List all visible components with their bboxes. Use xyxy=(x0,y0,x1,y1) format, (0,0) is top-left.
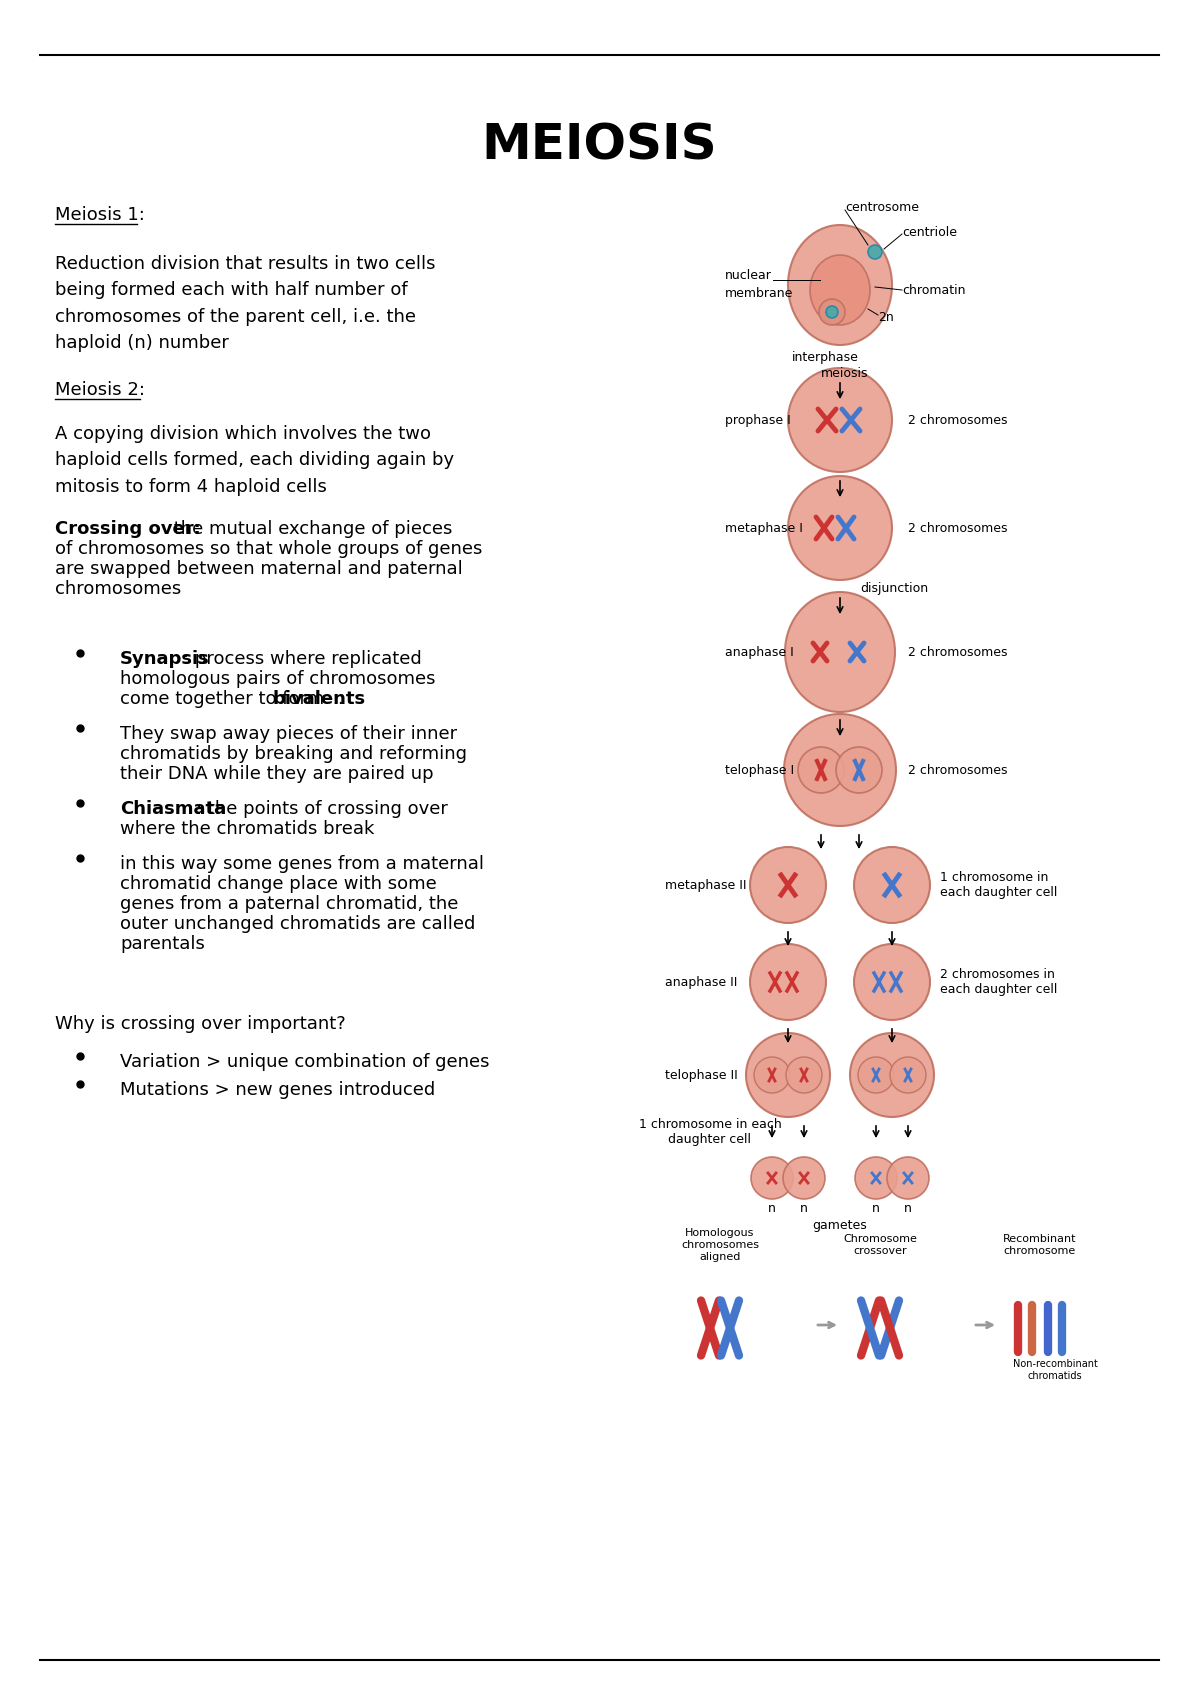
Text: are swapped between maternal and paternal: are swapped between maternal and paterna… xyxy=(55,559,463,578)
Ellipse shape xyxy=(788,367,892,473)
Text: Crossing over:: Crossing over: xyxy=(55,520,200,537)
Text: 2 chromosomes: 2 chromosomes xyxy=(908,763,1007,777)
Circle shape xyxy=(751,1158,793,1198)
Text: 2 chromosomes: 2 chromosomes xyxy=(908,522,1007,534)
Circle shape xyxy=(854,944,930,1020)
Text: telophase I: telophase I xyxy=(725,763,794,777)
Text: metaphase II: metaphase II xyxy=(665,879,747,891)
Circle shape xyxy=(890,1057,926,1093)
Text: n: n xyxy=(904,1202,912,1214)
Text: Mutations > new genes introduced: Mutations > new genes introduced xyxy=(120,1081,435,1098)
Text: Chromosome
crossover: Chromosome crossover xyxy=(843,1234,917,1256)
Circle shape xyxy=(826,306,838,318)
Text: 1 chromosome in each
daughter cell: 1 chromosome in each daughter cell xyxy=(639,1119,782,1146)
Text: of chromosomes so that whole groups of genes: of chromosomes so that whole groups of g… xyxy=(55,541,482,558)
Text: chromatids by breaking and reforming: chromatids by breaking and reforming xyxy=(120,745,466,763)
Text: telophase II: telophase II xyxy=(665,1069,737,1081)
Circle shape xyxy=(854,847,930,923)
Text: where the chromatids break: where the chromatids break xyxy=(120,819,374,838)
Text: prophase I: prophase I xyxy=(725,413,791,427)
Circle shape xyxy=(850,1034,934,1117)
Text: 2n: 2n xyxy=(878,311,893,323)
Text: parentals: parentals xyxy=(120,935,205,954)
Text: Chiasmata: Chiasmata xyxy=(120,801,227,818)
Text: n: n xyxy=(800,1202,808,1214)
Circle shape xyxy=(746,1034,830,1117)
Text: genes from a paternal chromatid, the: genes from a paternal chromatid, the xyxy=(120,894,458,913)
Circle shape xyxy=(751,847,826,923)
Text: centrosome: centrosome xyxy=(845,201,918,214)
Text: 2 chromosomes in
each daughter cell: 2 chromosomes in each daughter cell xyxy=(940,967,1058,996)
Text: A copying division which involves the two
haploid cells formed, each dividing ag: A copying division which involves the tw… xyxy=(55,425,454,496)
Circle shape xyxy=(858,1057,894,1093)
Text: metaphase I: metaphase I xyxy=(725,522,803,534)
Text: MEIOSIS: MEIOSIS xyxy=(481,121,717,168)
Text: chromatin: chromatin xyxy=(902,284,965,296)
Text: Meiosis 1:: Meiosis 1: xyxy=(55,206,145,224)
Text: .: . xyxy=(337,690,343,707)
Text: : the points of crossing over: : the points of crossing over xyxy=(195,801,448,818)
Text: gametes: gametes xyxy=(813,1219,867,1231)
Text: 1 chromosome in
each daughter cell: 1 chromosome in each daughter cell xyxy=(940,870,1058,899)
Text: homologous pairs of chromosomes: homologous pairs of chromosomes xyxy=(120,670,435,689)
Text: Homologous
chromosomes
aligned: Homologous chromosomes aligned xyxy=(681,1229,759,1261)
Circle shape xyxy=(751,944,826,1020)
Text: Why is crossing over important?: Why is crossing over important? xyxy=(55,1015,345,1034)
Text: n: n xyxy=(872,1202,880,1214)
Text: outer unchanged chromatids are called: outer unchanged chromatids are called xyxy=(120,915,475,933)
Ellipse shape xyxy=(785,592,894,712)
Ellipse shape xyxy=(784,714,896,826)
Circle shape xyxy=(887,1158,929,1198)
Circle shape xyxy=(799,746,844,792)
Text: nuclear: nuclear xyxy=(725,269,772,282)
Ellipse shape xyxy=(788,476,892,580)
Circle shape xyxy=(855,1158,897,1198)
Text: Meiosis 2:: Meiosis 2: xyxy=(55,381,145,400)
Text: Reduction division that results in two cells
being formed each with half number : Reduction division that results in two c… xyxy=(55,255,435,352)
Text: in this way some genes from a maternal: in this way some genes from a maternal xyxy=(120,855,484,874)
Text: Variation > unique combination of genes: Variation > unique combination of genes xyxy=(120,1052,489,1071)
Text: Recombinant
chromosome: Recombinant chromosome xyxy=(1004,1234,1077,1256)
Text: They swap away pieces of their inner: They swap away pieces of their inner xyxy=(120,724,457,743)
Circle shape xyxy=(787,1057,823,1093)
Text: 2 chromosomes: 2 chromosomes xyxy=(908,413,1007,427)
Circle shape xyxy=(783,1158,825,1198)
Circle shape xyxy=(819,299,845,325)
Text: anaphase II: anaphase II xyxy=(665,976,737,988)
Text: Synapsis: Synapsis xyxy=(120,649,210,668)
Circle shape xyxy=(868,245,882,258)
Text: centriole: centriole xyxy=(902,226,957,238)
Text: : process where replicated: : process where replicated xyxy=(183,649,422,668)
Text: anaphase I: anaphase I xyxy=(725,646,794,658)
Text: n: n xyxy=(769,1202,776,1214)
Circle shape xyxy=(754,1057,790,1093)
Ellipse shape xyxy=(788,224,892,345)
Text: bivalents: bivalents xyxy=(273,690,366,707)
Text: chromosomes: chromosomes xyxy=(55,580,181,598)
Text: their DNA while they are paired up: their DNA while they are paired up xyxy=(120,765,434,784)
Text: interphase: interphase xyxy=(791,350,858,364)
Text: come together to form: come together to form xyxy=(120,690,330,707)
Text: meiosis: meiosis xyxy=(821,367,869,379)
Ellipse shape xyxy=(811,255,870,325)
Text: 2 chromosomes: 2 chromosomes xyxy=(908,646,1007,658)
Text: the mutual exchange of pieces: the mutual exchange of pieces xyxy=(168,520,452,537)
Circle shape xyxy=(836,746,882,792)
Text: membrane: membrane xyxy=(725,287,794,299)
Text: disjunction: disjunction xyxy=(860,581,928,595)
Text: chromatid change place with some: chromatid change place with some xyxy=(120,876,436,892)
Text: Non-recombinant
chromatids: Non-recombinant chromatids xyxy=(1013,1360,1097,1380)
